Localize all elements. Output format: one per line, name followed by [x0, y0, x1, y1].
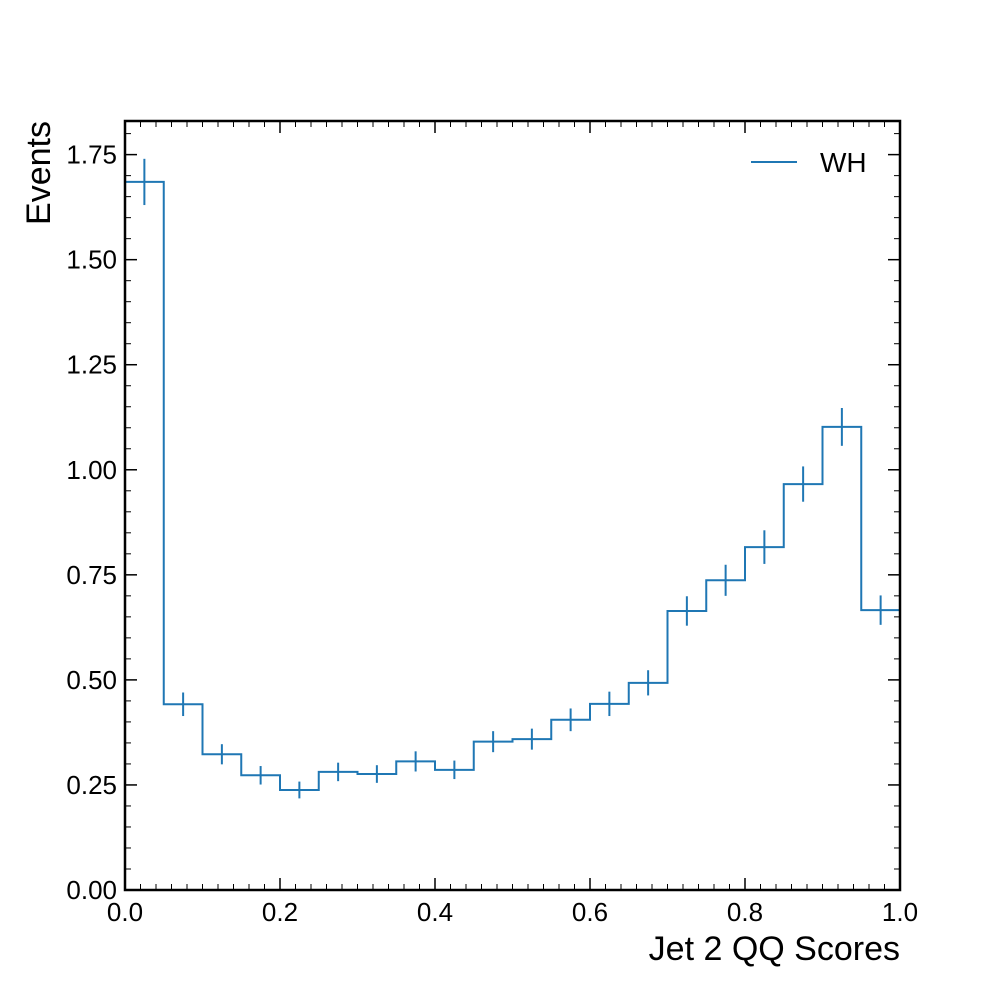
y-tick-label: 0.25: [66, 770, 117, 800]
histogram-steps: [125, 180, 900, 791]
y-tick-label: 1.75: [66, 140, 117, 170]
histogram-step-line: [125, 180, 900, 791]
y-tick-label: 1.50: [66, 245, 117, 275]
y-tick-label: 0.00: [66, 875, 117, 905]
plot-frame: [123, 119, 902, 892]
error-bars: [143, 158, 882, 799]
y-tick-label: 1.25: [66, 350, 117, 380]
legend: WH: [751, 147, 867, 178]
x-tick-label: 0.2: [262, 897, 298, 927]
x-tick-label: 0.6: [572, 897, 608, 927]
legend-label-wh: WH: [820, 147, 867, 178]
y-tick-label: 0.50: [66, 665, 117, 695]
y-tick-labels: 0.00 0.25 0.50 0.75 1.00 1.25 1.50 1.75: [66, 140, 117, 905]
y-tick-label: 1.00: [66, 455, 117, 485]
x-axis-label: Jet 2 QQ Scores: [649, 930, 900, 968]
x-tick-label: 0.0: [107, 897, 143, 927]
x-tick-label: 0.4: [417, 897, 453, 927]
y-tick-label: 0.75: [66, 560, 117, 590]
x-tick-labels: 0.0 0.2 0.4 0.6 0.8 1.0: [107, 897, 918, 927]
x-tick-label: 0.8: [727, 897, 763, 927]
y-axis-label: Events: [20, 121, 58, 225]
x-tick-label: 1.0: [882, 897, 918, 927]
